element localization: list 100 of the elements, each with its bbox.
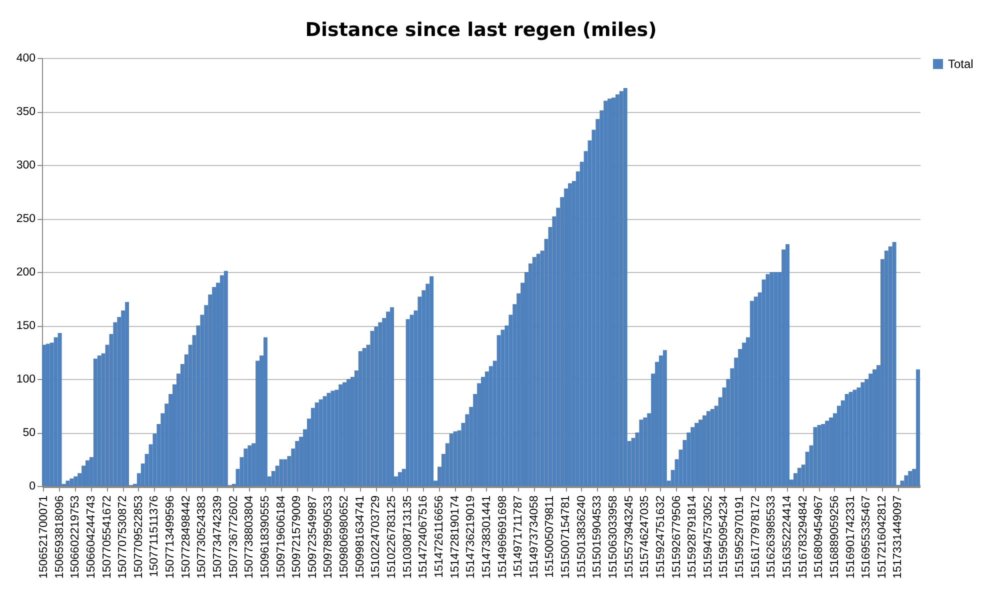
x-tick-label: 1507707530872: [117, 496, 130, 579]
bar: [710, 408, 714, 486]
y-tick-label: 150: [16, 320, 36, 332]
bar: [532, 257, 536, 486]
bar: [66, 480, 70, 486]
bar: [844, 394, 849, 486]
x-tick-label: 1515007154781: [560, 496, 572, 579]
bar: [358, 351, 362, 486]
bar: [58, 332, 62, 486]
bar: [694, 422, 699, 486]
bar: [690, 427, 695, 486]
x-tick-label: 1514971711787: [512, 496, 525, 578]
x-tick-label: 1509618390555: [259, 496, 272, 579]
bar: [639, 420, 644, 486]
x-tick-label: 1516352224414: [782, 494, 794, 579]
bar: [224, 270, 228, 486]
x-tick-label: 1514726116656: [433, 496, 446, 578]
bar: [797, 468, 802, 486]
y-tick-label: 350: [16, 106, 36, 118]
y-tick-label: 100: [16, 374, 36, 386]
bar: [295, 441, 300, 486]
bar: [70, 478, 74, 486]
bar: [449, 434, 454, 486]
x-tick-label: 1507728498442: [180, 496, 192, 579]
x-tick-label: 1509806980652: [338, 496, 351, 579]
y-tick-label: 300: [16, 160, 36, 172]
bar: [125, 302, 130, 486]
bar: [884, 250, 888, 486]
x-tick-label: 1516955335467: [860, 496, 873, 579]
x-tick-label: 1515063033958: [607, 496, 620, 579]
x-tick-label: 1516263985533: [766, 496, 778, 579]
bar: [888, 246, 892, 486]
x-tick-label: 1517216042812: [876, 496, 888, 579]
x-tick-label: 1507705541672: [101, 496, 114, 579]
x-tick-label: 1515928791814: [686, 494, 699, 579]
bar: [604, 100, 608, 486]
x-tick-label: 1514738301441: [480, 496, 493, 579]
bar: [615, 94, 620, 486]
bar: [786, 244, 790, 486]
bar: [398, 472, 402, 486]
chart-title: Distance since last regen (miles): [305, 19, 657, 41]
bar: [338, 384, 343, 486]
bar: [93, 358, 98, 486]
y-tick-label: 50: [22, 427, 36, 439]
x-tick-label: 1514736219019: [465, 496, 478, 579]
x-tick-label: 1515015904533: [592, 496, 604, 579]
bar: [406, 319, 410, 486]
x-tick-label: 1507713499596: [164, 496, 177, 579]
y-tick-label: 200: [16, 266, 36, 278]
bar: [244, 448, 248, 486]
bar: [817, 425, 822, 486]
x-tick-label: 1506593818096: [54, 496, 66, 579]
x-tick-label: 1507711511376: [148, 496, 161, 577]
x-tick-label: 1515926779506: [670, 496, 683, 579]
bar: [770, 272, 774, 486]
bar: [97, 355, 102, 486]
x-tick-label: 1514973734058: [528, 496, 540, 579]
x-tick-label: 1506602219753: [70, 496, 82, 579]
bar: [916, 369, 920, 486]
x-tick-label: 1507730524383: [196, 496, 208, 579]
x-tick-label: 1509721579009: [291, 496, 304, 579]
x-tick-label: 1514969691698: [496, 496, 509, 579]
x-tick-label: 1515952970191: [734, 496, 746, 579]
bar: [825, 420, 830, 486]
y-tick-label: 250: [16, 213, 36, 225]
bar: [386, 312, 390, 486]
bar: [378, 322, 382, 486]
bar: [453, 431, 458, 486]
bar: [314, 402, 319, 486]
x-tick-label: 1516809454967: [813, 496, 826, 579]
bar: [619, 91, 624, 486]
x-tick-label: 1509719606184: [275, 494, 288, 579]
x-tick-label: 1515013836240: [576, 496, 588, 579]
bar: [892, 242, 896, 486]
bar: [362, 348, 366, 486]
x-tick-label: 1514724067516: [418, 496, 430, 579]
x-tick-label: 1509723549987: [306, 496, 319, 579]
bar: [248, 445, 252, 486]
bar: [623, 88, 628, 486]
x-tick-label: 1515005079811: [544, 496, 556, 578]
bar: [374, 326, 378, 486]
bar: [860, 382, 865, 486]
x-tick-label: 1510308713135: [402, 496, 414, 579]
bar: [54, 337, 58, 486]
bar: [702, 415, 706, 486]
bar: [848, 392, 853, 486]
x-tick-label: 1516889059256: [828, 496, 841, 579]
bar: [706, 411, 710, 486]
x-tick-label: 1506521700071: [38, 496, 50, 579]
bar: [263, 337, 268, 486]
x-tick-label: 1507709522853: [132, 496, 145, 579]
bar: [813, 427, 818, 486]
x-tick-label: 1506604244743: [85, 496, 98, 579]
bar: [342, 382, 347, 486]
bar: [608, 98, 612, 486]
x-tick-label: 1515924751632: [654, 496, 667, 579]
y-tick-label: 400: [16, 52, 36, 64]
bar: [536, 254, 540, 486]
x-tick-label: 1509981634741: [354, 496, 366, 579]
bar: [322, 396, 327, 486]
